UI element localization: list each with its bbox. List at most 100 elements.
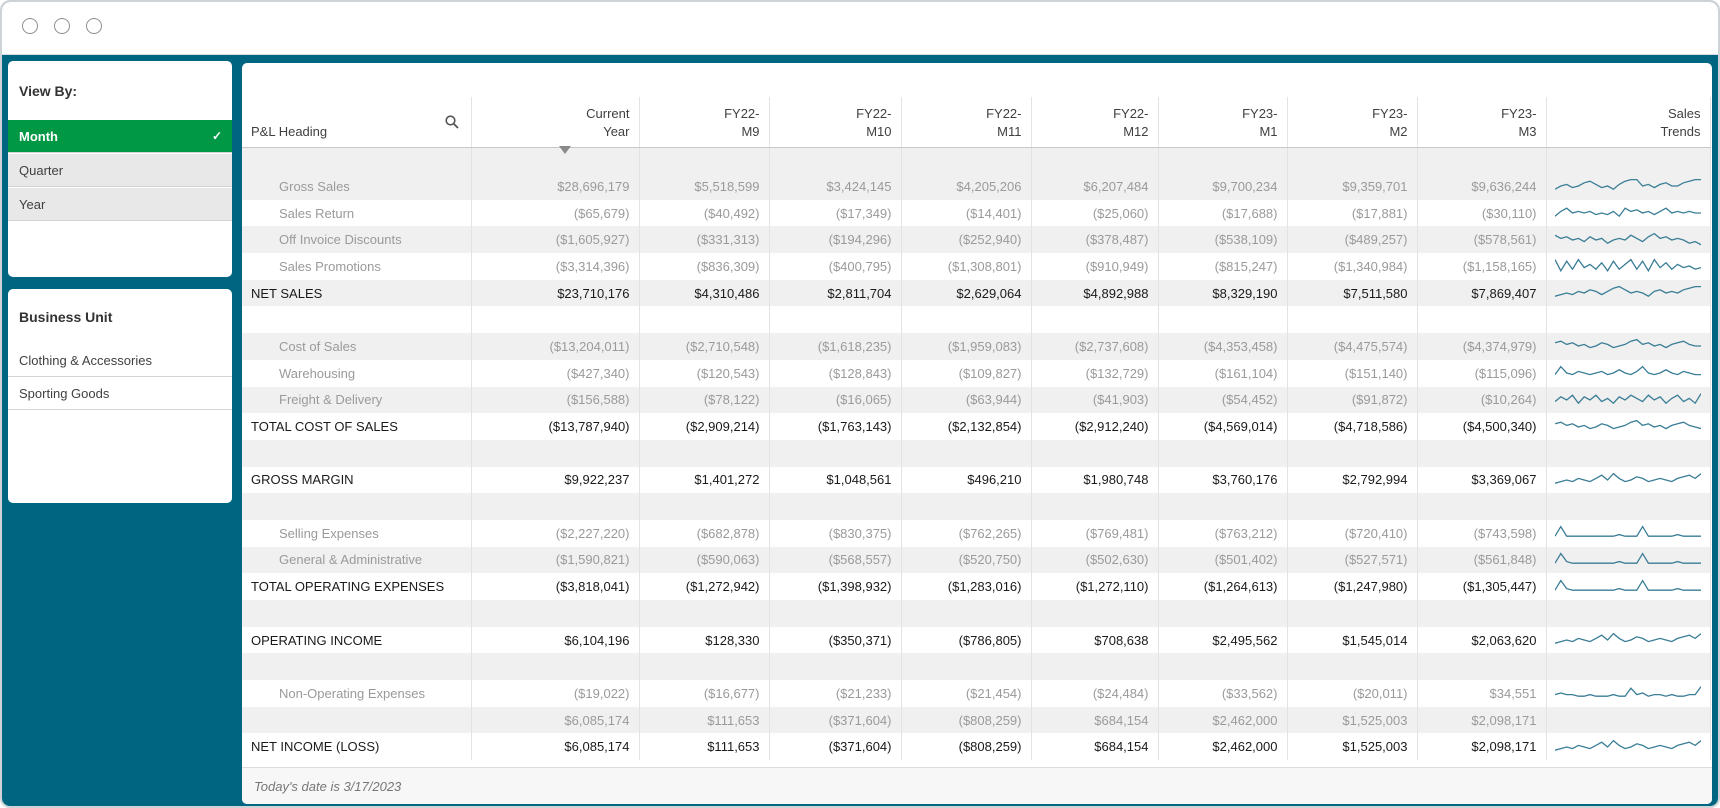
sparkline-line bbox=[1554, 632, 1701, 644]
view-by-title: View By: bbox=[19, 83, 78, 99]
table-cell: ($682,878) bbox=[639, 519, 770, 547]
table-cell: ($527,571) bbox=[1287, 546, 1418, 574]
column-header[interactable]: FY23- M2 bbox=[1287, 97, 1418, 148]
table-cell: ($2,227,220) bbox=[471, 519, 640, 547]
table-cell: ($427,340) bbox=[471, 359, 640, 387]
column-header[interactable]: FY23- M3 bbox=[1417, 97, 1547, 148]
table-cell bbox=[901, 600, 1032, 627]
table-cell: ($115,096) bbox=[1417, 359, 1547, 387]
window-maximize-button[interactable] bbox=[86, 18, 102, 34]
table-cell: $708,638 bbox=[1031, 626, 1159, 654]
table-cell bbox=[1158, 306, 1288, 334]
row-label: NET SALES bbox=[242, 279, 472, 307]
table-cell: $6,207,484 bbox=[1031, 173, 1159, 200]
column-header-text: M11 bbox=[997, 123, 1022, 139]
table-cell bbox=[471, 653, 640, 681]
sparkline-line bbox=[1554, 472, 1701, 484]
table-cell: $5,518,599 bbox=[639, 173, 770, 200]
row-label: Selling Expenses bbox=[242, 519, 472, 547]
table-cell: $2,792,994 bbox=[1287, 466, 1418, 494]
sparkline-line bbox=[1554, 232, 1701, 246]
table-row: Warehousing ($427,340) ($120,543) ($128,843… bbox=[242, 359, 1711, 387]
sort-descending-icon[interactable] bbox=[559, 146, 571, 154]
table-cell: ($21,233) bbox=[769, 680, 902, 707]
table-cell: $6,104,196 bbox=[471, 626, 640, 654]
sales-trend-sparkline bbox=[1554, 632, 1701, 644]
business-unit-title: Business Unit bbox=[19, 309, 113, 325]
table-cell: $3,369,067 bbox=[1417, 466, 1547, 494]
table-cell: $496,210 bbox=[901, 466, 1032, 494]
table-cell: ($33,562) bbox=[1158, 680, 1288, 707]
sparkline-cell bbox=[1546, 359, 1711, 387]
sparkline-cell bbox=[1546, 439, 1711, 467]
search-icon[interactable] bbox=[444, 115, 459, 129]
table-cell: ($161,104) bbox=[1158, 359, 1288, 387]
table-cell: $3,760,176 bbox=[1158, 466, 1288, 494]
table-cell: $684,154 bbox=[1031, 733, 1159, 761]
title-bar bbox=[2, 2, 1718, 55]
table-row: Off Invoice Discounts ($1,605,927) ($331,3… bbox=[242, 226, 1711, 254]
sparkline-line bbox=[1554, 258, 1701, 273]
window-minimize-button[interactable] bbox=[54, 18, 70, 34]
table-cell bbox=[1031, 147, 1159, 173]
column-header[interactable]: FY22- M10 bbox=[769, 97, 902, 148]
table-cell: ($156,588) bbox=[471, 386, 640, 414]
table-cell: ($743,598) bbox=[1417, 519, 1547, 547]
table-cell: ($21,454) bbox=[901, 680, 1032, 707]
table-cell bbox=[1287, 653, 1418, 681]
table-row: Non-Operating Expenses ($19,022) ($16,677)… bbox=[242, 680, 1711, 707]
column-header[interactable]: FY22- M11 bbox=[901, 97, 1032, 148]
column-header-text: FY23- bbox=[1242, 105, 1278, 121]
table-cell: ($54,452) bbox=[1158, 386, 1288, 414]
table-cell: ($2,912,240) bbox=[1031, 413, 1159, 440]
sparkline-cell bbox=[1546, 253, 1711, 280]
table-cell: ($14,401) bbox=[901, 199, 1032, 227]
table-cell: ($1,283,016) bbox=[901, 573, 1032, 600]
table-cell bbox=[1417, 600, 1547, 627]
table-cell: ($4,500,340) bbox=[1417, 413, 1547, 440]
table-row bbox=[242, 493, 1711, 520]
table-cell bbox=[1158, 653, 1288, 681]
column-header[interactable]: FY22- M12 bbox=[1031, 97, 1159, 148]
table-row: Sales Promotions ($3,314,396) ($836,309) ($… bbox=[242, 253, 1711, 280]
table-cell: $8,329,190 bbox=[1158, 279, 1288, 307]
view-by-option-month[interactable]: Month ✓ bbox=[8, 120, 232, 153]
column-header-text: Sales bbox=[1667, 105, 1701, 121]
business-unit-option[interactable]: Clothing & Accessories bbox=[8, 344, 232, 377]
sparkline-cell bbox=[1546, 653, 1711, 681]
table-cell: ($1,618,235) bbox=[769, 333, 902, 360]
table-cell: ($590,063) bbox=[639, 546, 770, 574]
table-cell: $9,359,701 bbox=[1287, 173, 1418, 200]
table-cell: ($2,132,854) bbox=[901, 413, 1032, 440]
table-cell: $34,551 bbox=[1417, 680, 1547, 707]
view-by-option-year[interactable]: Year bbox=[8, 188, 232, 221]
business-unit-option[interactable]: Sporting Goods bbox=[8, 377, 232, 410]
column-header[interactable]: FY23- M1 bbox=[1158, 97, 1288, 148]
table-cell: ($1,340,984) bbox=[1287, 253, 1418, 280]
sales-trend-sparkline bbox=[1554, 285, 1701, 298]
column-header[interactable]: Sales Trends bbox=[1546, 97, 1711, 148]
row-label: Sales Return bbox=[242, 199, 472, 227]
column-header[interactable]: FY22- M9 bbox=[639, 97, 770, 148]
table-cell bbox=[769, 493, 902, 520]
column-header[interactable]: Current Year bbox=[471, 97, 640, 148]
sales-trend-sparkline bbox=[1554, 179, 1701, 191]
footer-note: Today's date is 3/17/2023 bbox=[242, 767, 1712, 804]
table-cell: $2,063,620 bbox=[1417, 626, 1547, 654]
window-close-button[interactable] bbox=[22, 18, 38, 34]
table-cell: $1,545,014 bbox=[1287, 626, 1418, 654]
table-cell: ($830,375) bbox=[769, 519, 902, 547]
table-cell: ($371,604) bbox=[769, 733, 902, 761]
table-cell: $1,048,561 bbox=[769, 466, 902, 494]
column-header-pl-heading[interactable]: P&L Heading bbox=[242, 97, 472, 148]
view-by-option-quarter[interactable]: Quarter bbox=[8, 154, 232, 187]
table-cell: $2,098,171 bbox=[1417, 733, 1547, 761]
sparkline-cell bbox=[1546, 466, 1711, 494]
table-cell: ($109,827) bbox=[901, 359, 1032, 387]
table-cell: $2,462,000 bbox=[1158, 733, 1288, 761]
table-cell: ($17,688) bbox=[1158, 199, 1288, 227]
table-cell: $28,696,179 bbox=[471, 173, 640, 200]
sparkline-cell bbox=[1546, 546, 1711, 574]
table-cell: ($194,296) bbox=[769, 226, 902, 254]
sparkline-line bbox=[1554, 179, 1701, 191]
